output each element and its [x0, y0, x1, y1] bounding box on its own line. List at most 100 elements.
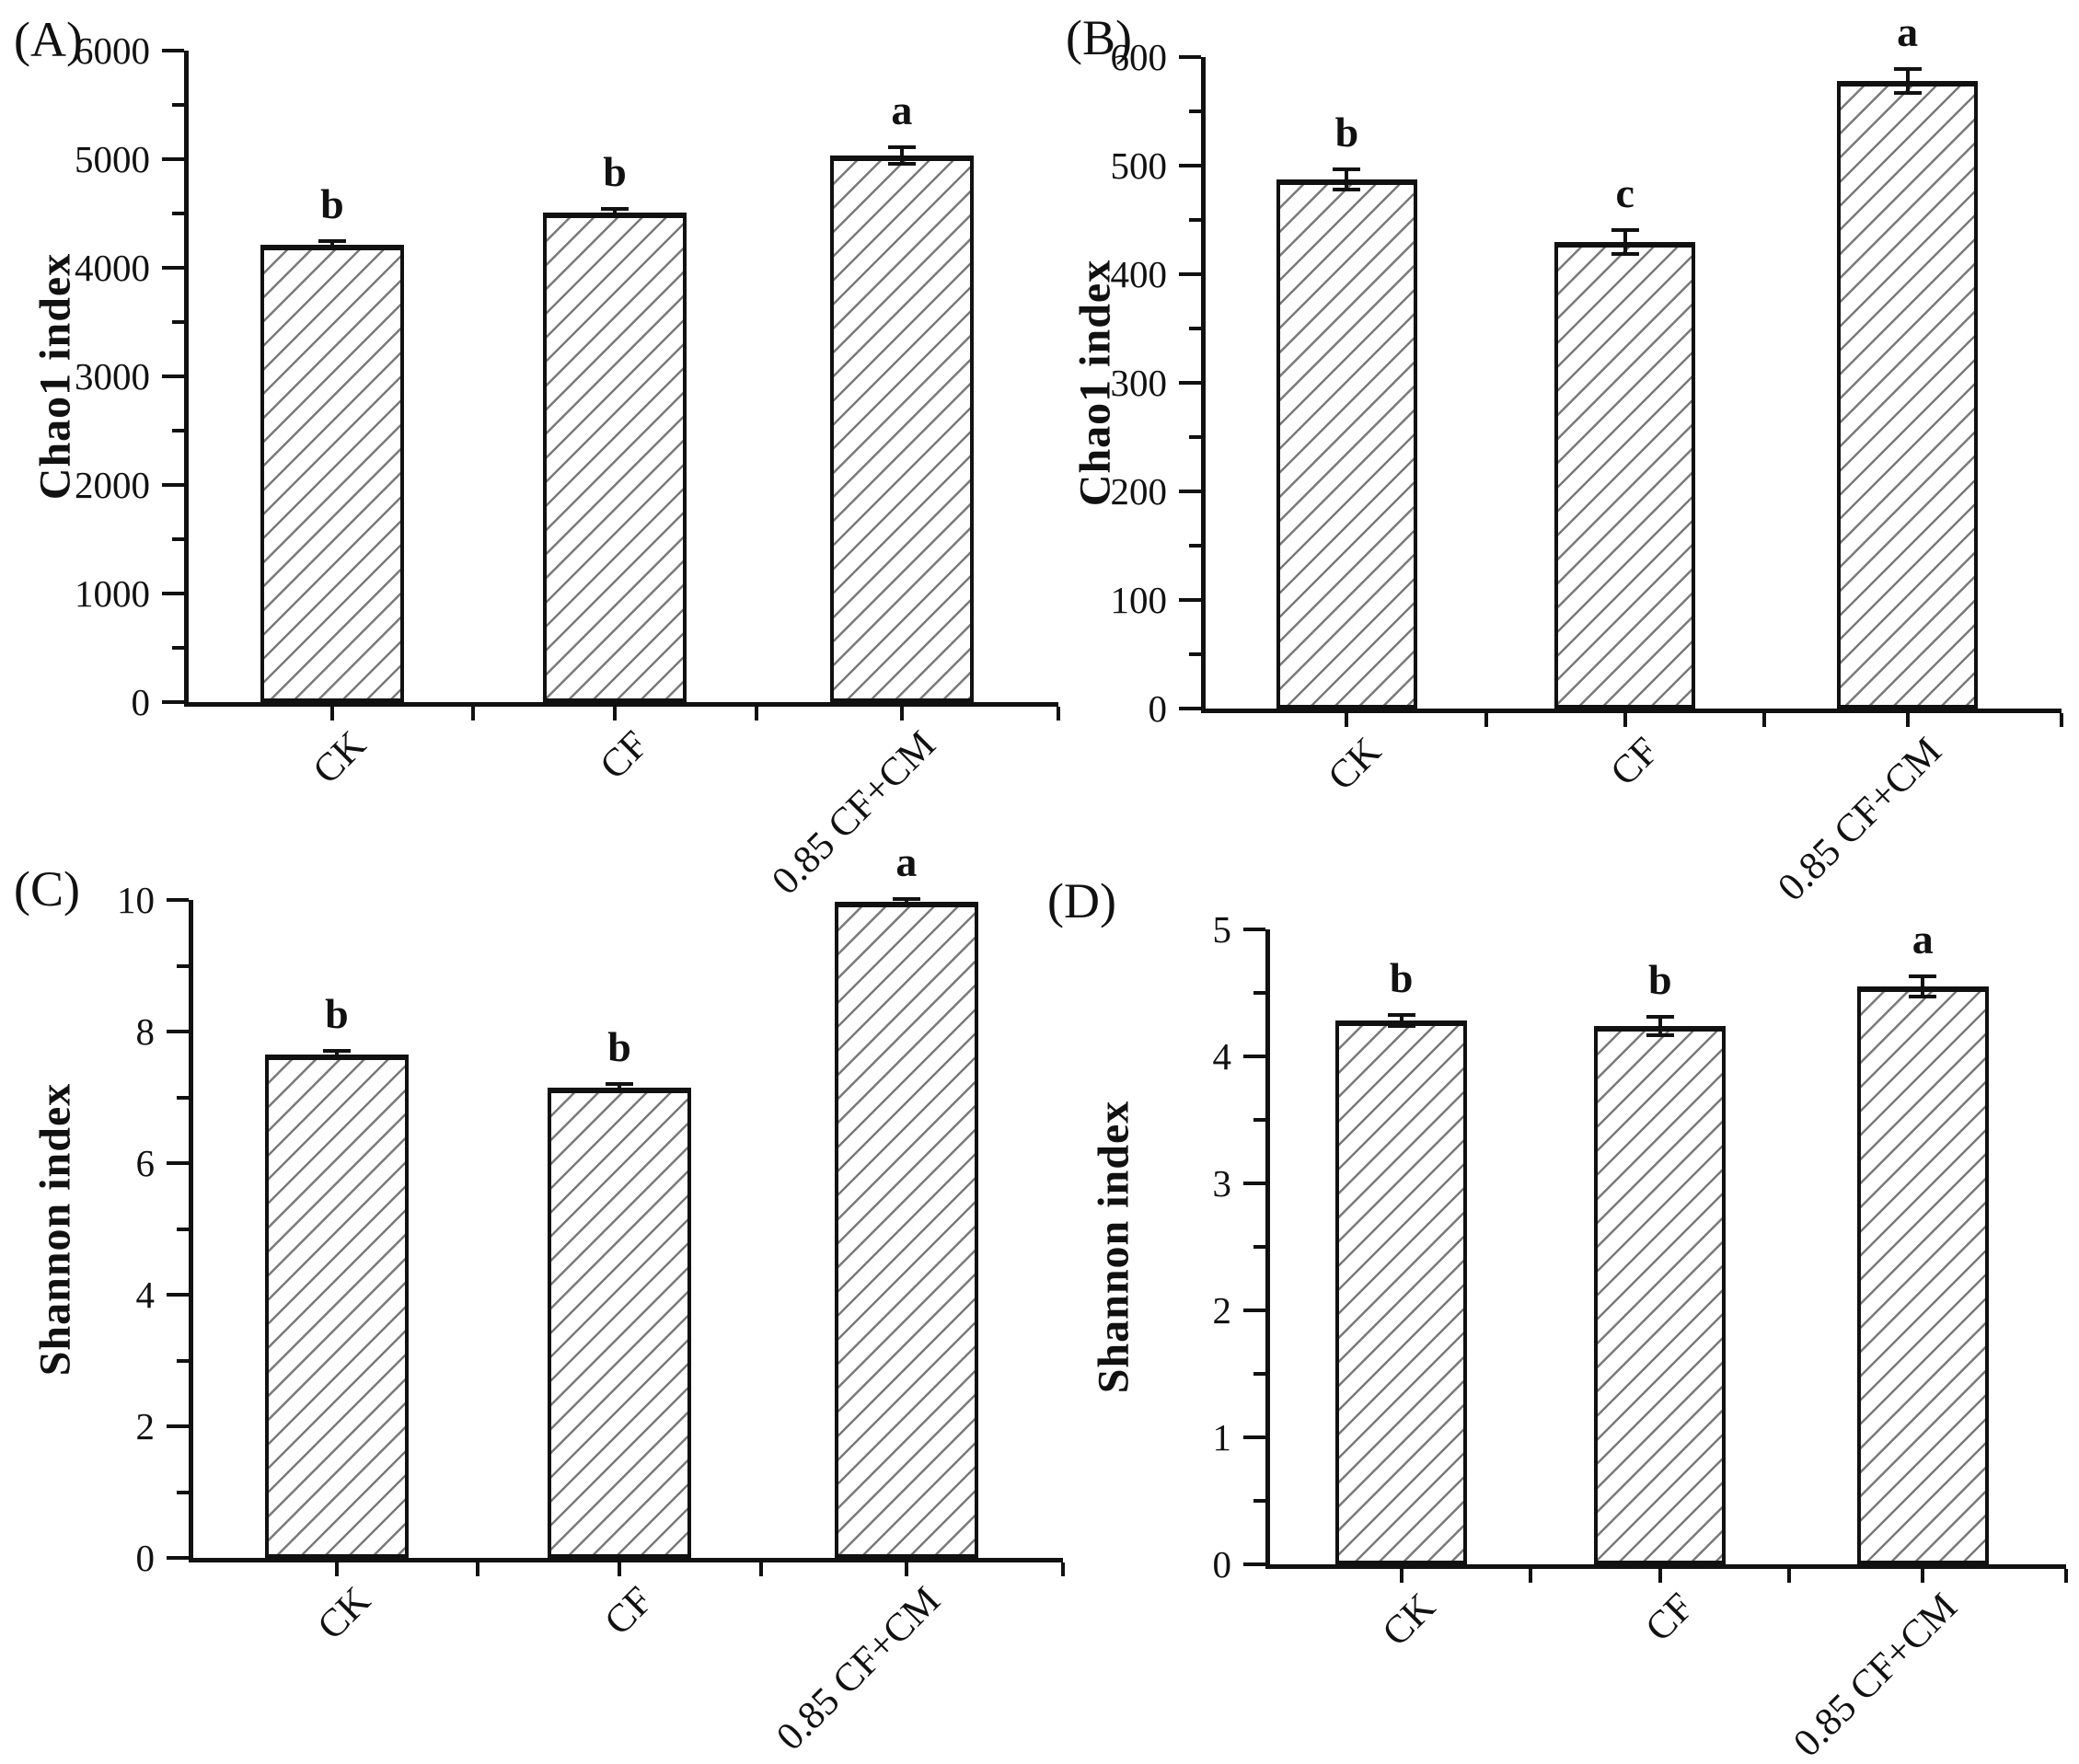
y-tick-major — [1243, 928, 1265, 931]
significance-letter: a — [1912, 916, 1934, 963]
y-axis-label: Shannon index — [1089, 1100, 1138, 1394]
y-tick-minor — [1253, 1118, 1265, 1122]
y-tick-major — [1179, 55, 1201, 59]
y-tick-minor — [1189, 110, 1201, 113]
error-bar-cap-bottom — [322, 1056, 351, 1060]
x-tick — [1529, 1569, 1533, 1583]
error-bar-cap-top — [1893, 67, 1922, 71]
y-tick-major — [167, 1424, 189, 1428]
x-tick-label: CF — [596, 1578, 663, 1644]
y-tick-label: 2 — [135, 1405, 156, 1447]
y-tick-label: 4 — [1212, 1035, 1232, 1078]
panel-tag: (D) — [1047, 873, 1116, 928]
y-tick-label: 5 — [1212, 908, 1232, 951]
chart-panel: (D) Shannon index 0 1 2 3 4 5 b CK b CF a 0.85 CF+CM — [1047, 856, 2079, 1764]
y-tick-major — [167, 1030, 189, 1033]
bar — [548, 1088, 691, 1558]
y-tick-label: 6 — [135, 1142, 156, 1184]
x-tick — [329, 707, 334, 721]
error-bar-cap-top — [606, 1082, 634, 1086]
y-axis-label: Shannon index — [30, 1082, 80, 1376]
x-tick-label: CK — [309, 1578, 379, 1649]
y-tick-major — [1179, 381, 1201, 385]
y-tick-major — [1243, 1562, 1265, 1566]
y-tick-label: 1 — [1212, 1416, 1232, 1458]
panel-tag: (C) — [14, 861, 80, 917]
error-bar — [1921, 976, 1925, 997]
x-tick — [1787, 1569, 1792, 1583]
x-tick-label: CF — [1637, 1585, 1703, 1651]
y-tick-label: 4 — [135, 1274, 156, 1316]
x-tick-label: CK — [1374, 1585, 1444, 1655]
y-tick-major — [1179, 490, 1201, 493]
error-bar — [334, 1051, 339, 1058]
significance-letter: b — [1389, 954, 1414, 1001]
error-bar-cap-bottom — [318, 247, 346, 250]
bar — [260, 245, 404, 702]
bar — [265, 1055, 409, 1558]
y-tick-major — [162, 375, 184, 378]
error-bar-cap-top — [892, 897, 920, 901]
chart-panel: (A) Chao1 index 0 1000 2000 3000 4000 5000 6000 b… — [0, 0, 1060, 903]
y-tick-major — [162, 700, 184, 704]
y-tick-label: 4000 — [75, 247, 150, 289]
x-tick — [1345, 713, 1349, 727]
error-bar — [1345, 169, 1349, 190]
y-tick-minor — [172, 429, 184, 432]
y-tick-label: 300 — [1110, 362, 1168, 404]
y-tick-major — [162, 49, 184, 52]
error-bar-cap-bottom — [1333, 188, 1361, 191]
bar — [830, 156, 974, 702]
error-bar-cap-top — [1909, 974, 1937, 978]
x-tick — [1623, 713, 1627, 727]
x-tick-label: CF — [592, 722, 658, 789]
error-bar — [904, 899, 908, 905]
y-tick-major — [167, 1556, 189, 1560]
significance-letter: c — [1615, 169, 1634, 216]
y-tick-minor — [1253, 1372, 1265, 1376]
y-tick-label: 0 — [131, 681, 151, 723]
y-tick-major — [1179, 272, 1201, 276]
x-tick — [618, 1562, 622, 1576]
significance-letter: b — [320, 180, 344, 227]
x-tick — [471, 707, 476, 721]
x-tick-label: CK — [1319, 729, 1390, 800]
bar — [1276, 179, 1417, 709]
y-tick-label: 10 — [117, 879, 155, 921]
x-tick — [754, 707, 758, 721]
plot-area: 0 2 4 6 8 10 b CK b CF a 0.85 CF+CM — [117, 838, 1065, 1758]
error-bar — [1623, 230, 1627, 254]
y-tick-minor — [172, 320, 184, 324]
significance-letter: b — [607, 1023, 631, 1070]
error-bar-cap-bottom — [1893, 91, 1922, 95]
y-tick-minor — [172, 537, 184, 541]
error-bar-cap-top — [1387, 1013, 1415, 1017]
y-tick-minor — [177, 1490, 189, 1494]
y-tick-minor — [1189, 435, 1201, 439]
y-tick-minor — [1189, 652, 1201, 656]
y-tick-minor — [1189, 544, 1201, 548]
error-bar — [1399, 1015, 1403, 1026]
y-tick-minor — [177, 1095, 189, 1100]
bar — [1594, 1026, 1726, 1564]
error-bar — [1905, 69, 1910, 93]
x-tick — [476, 1562, 480, 1576]
significance-letter: b — [1648, 956, 1672, 1003]
x-tick — [2060, 713, 2063, 727]
plot-area: 0 100 200 300 400 500 600 b CK c CF a 0.85 CF+CM — [1111, 8, 2063, 909]
bar — [1554, 242, 1695, 709]
y-tick-label: 600 — [1110, 36, 1168, 78]
y-tick-minor — [172, 103, 184, 107]
y-tick-major — [1243, 1435, 1265, 1439]
significance-letter: b — [603, 148, 627, 195]
x-tick — [899, 707, 904, 721]
y-tick-minor — [177, 1227, 189, 1231]
x-tick — [613, 707, 618, 721]
x-tick — [904, 1562, 908, 1576]
y-tick-label: 0 — [1148, 687, 1168, 730]
error-bar-cap-bottom — [1611, 252, 1639, 256]
y-tick-minor — [1253, 991, 1265, 995]
y-tick-label: 0 — [1212, 1543, 1232, 1585]
error-bar — [1657, 1017, 1662, 1035]
